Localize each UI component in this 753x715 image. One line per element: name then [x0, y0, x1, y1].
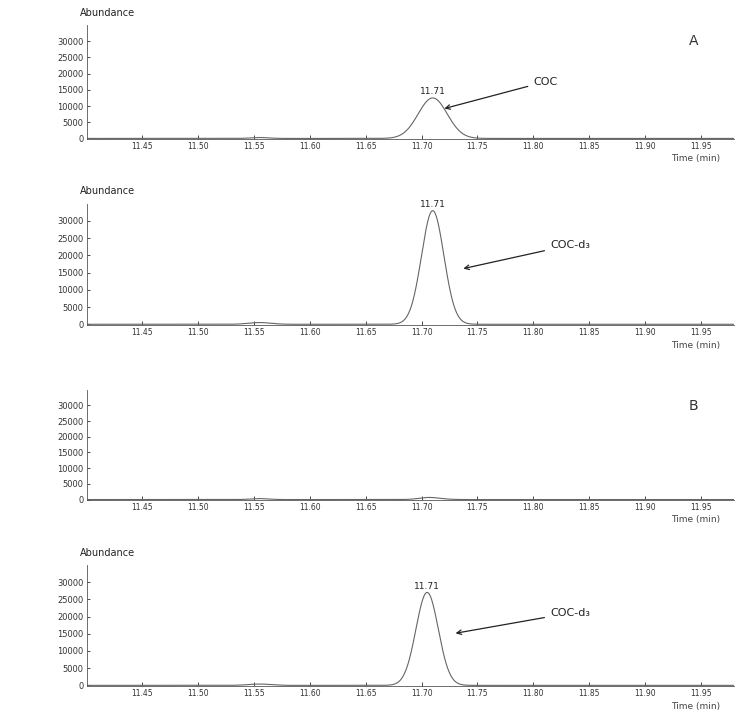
Text: Abundance: Abundance: [80, 8, 136, 18]
Text: Abundance: Abundance: [80, 187, 136, 197]
Text: A: A: [689, 34, 698, 48]
Text: COC: COC: [446, 77, 557, 109]
X-axis label: Time (min): Time (min): [671, 702, 720, 711]
X-axis label: Time (min): Time (min): [671, 341, 720, 350]
X-axis label: Time (min): Time (min): [671, 515, 720, 524]
Text: Abundance: Abundance: [80, 548, 136, 558]
Text: COC-d₃: COC-d₃: [465, 240, 590, 270]
Text: 11.71: 11.71: [419, 199, 446, 209]
Text: B: B: [689, 398, 699, 413]
Text: COC-d₃: COC-d₃: [457, 608, 590, 634]
X-axis label: Time (min): Time (min): [671, 154, 720, 163]
Text: 11.71: 11.71: [414, 582, 440, 591]
Text: 11.71: 11.71: [419, 87, 446, 97]
